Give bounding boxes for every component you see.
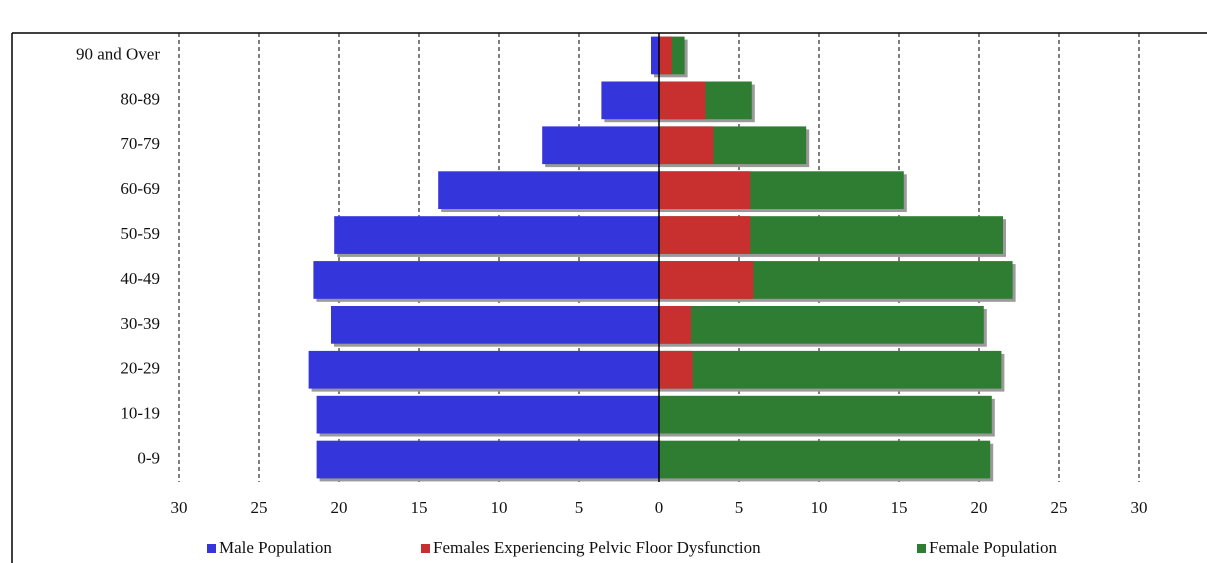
legend-swatch <box>421 544 430 553</box>
bar <box>659 350 1002 389</box>
bar <box>542 126 659 165</box>
bar <box>659 395 992 434</box>
x-tick-label: 25 <box>251 498 268 517</box>
bar <box>659 81 706 120</box>
bar <box>316 395 659 434</box>
y-tick-label: 30-39 <box>120 314 160 333</box>
legend-label: Female Population <box>929 538 1057 557</box>
y-tick-label: 80-89 <box>120 89 160 108</box>
y-tick-label: 60-69 <box>120 179 160 198</box>
bar <box>334 216 659 254</box>
legend-label: Females Experiencing Pelvic Floor Dysfun… <box>433 538 761 557</box>
bar <box>659 36 672 75</box>
bar <box>659 216 751 254</box>
bar <box>438 171 659 210</box>
legend-swatch <box>917 544 926 553</box>
bar <box>659 305 984 344</box>
x-tick-label: 10 <box>491 498 508 517</box>
bar <box>659 261 754 299</box>
y-tick-label: 90 and Over <box>76 44 160 63</box>
x-tick-label: 30 <box>1131 498 1148 517</box>
bar <box>659 350 693 389</box>
bar <box>308 350 659 389</box>
x-tick-label: 30 <box>171 498 188 517</box>
bar <box>331 305 659 344</box>
bar <box>659 171 751 210</box>
x-tick-label: 15 <box>891 498 908 517</box>
x-tick-label: 20 <box>971 498 988 517</box>
x-tick-label: 15 <box>411 498 428 517</box>
x-tick-label: 5 <box>735 498 744 517</box>
y-tick-label: 40-49 <box>120 269 160 288</box>
y-tick-label: 10-19 <box>120 404 160 423</box>
legend-swatch <box>207 544 216 553</box>
y-tick-label: 20-29 <box>120 359 160 378</box>
bar <box>601 81 659 120</box>
legend-label: Male Population <box>219 538 332 557</box>
bar <box>316 440 659 479</box>
bar <box>659 305 691 344</box>
x-tick-label: 25 <box>1051 498 1068 517</box>
bar <box>313 261 659 299</box>
y-tick-label: 0-9 <box>137 448 160 467</box>
x-tick-label: 20 <box>331 498 348 517</box>
x-tick-label: 5 <box>575 498 584 517</box>
y-tick-label: 50-59 <box>120 224 160 243</box>
bar <box>659 126 714 165</box>
bar <box>651 36 659 75</box>
x-tick-label: 0 <box>655 498 664 517</box>
y-tick-label: 70-79 <box>120 134 160 153</box>
x-tick-label: 10 <box>811 498 828 517</box>
bar <box>659 440 991 479</box>
